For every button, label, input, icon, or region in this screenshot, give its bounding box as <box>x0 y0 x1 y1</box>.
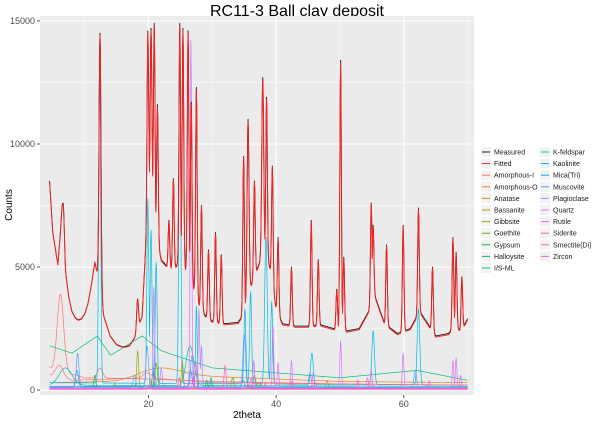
legend-label: Plagioclase <box>553 196 589 203</box>
legend-item: K-feldspar <box>540 147 586 157</box>
legend-item: Muscovite <box>540 181 585 192</box>
legend-label: Muscovite <box>553 184 585 191</box>
series-line-siderite <box>49 365 468 389</box>
legend-label: Measured <box>494 150 525 157</box>
x-tick-label: 40 <box>271 399 281 409</box>
legend-item: Amorphous-O <box>481 181 538 192</box>
y-tick-label: 10000 <box>10 139 35 149</box>
legend-label: Amorphous-I <box>494 173 534 180</box>
legend-label: Bassanite <box>494 208 525 215</box>
legend-item: Bassanite <box>481 205 525 215</box>
legend-label: Mica(Tri) <box>553 173 580 180</box>
x-tick-label: 20 <box>143 399 153 409</box>
series-line-zircon <box>49 377 468 390</box>
plot-panel <box>40 16 474 395</box>
legend-label: Halloysite <box>494 254 524 261</box>
legend-label: I/S-ML <box>494 266 515 273</box>
legend-label: Fitted <box>494 161 512 168</box>
legend-label: Kaolinite <box>553 161 580 168</box>
legend-item: Kaolinite <box>540 158 580 169</box>
legend-item: Siderite <box>540 228 577 239</box>
legend-item: Gibbsite <box>481 216 520 227</box>
series-line-fitted <box>49 25 469 348</box>
x-tick-label: 60 <box>399 399 409 409</box>
legend: Measured Fitted Amorphous-I Amorphous-O Anat… <box>481 147 592 273</box>
axes: 20 40 60 0 5000 10000 15000 <box>10 16 409 409</box>
series-layer <box>49 22 469 390</box>
series-line-i-s-ml <box>49 345 468 387</box>
x-axis-title: 2theta <box>233 410 261 421</box>
legend-item: Mica(Tri) <box>540 170 580 181</box>
legend-label: Gibbsite <box>494 219 520 226</box>
legend-label: Rutile <box>553 219 571 226</box>
legend-item: Smectite(Di) <box>540 239 592 250</box>
y-tick-label: 0 <box>30 385 35 395</box>
legend-label: Smectite(Di) <box>553 242 592 249</box>
legend-item: Halloysite <box>481 251 524 262</box>
legend-label: Siderite <box>553 231 577 238</box>
legend-item: Zircon <box>540 251 573 262</box>
y-tick-label: 15000 <box>10 16 35 26</box>
legend-label: Amorphous-O <box>494 184 538 191</box>
legend-item: Anatase <box>481 193 520 204</box>
legend-item: Measured <box>481 147 525 157</box>
chart-title: RC11-3 Ball clay deposit <box>210 3 385 20</box>
legend-item: Gypsum <box>481 239 520 250</box>
series-line-smectite-di- <box>49 365 468 386</box>
legend-item: Amorphous-I <box>481 170 534 181</box>
legend-item: Quartz <box>540 205 575 215</box>
legend-label: Goethite <box>494 231 521 238</box>
legend-label: K-feldspar <box>553 150 586 157</box>
series-line-mica-tri- <box>49 370 468 388</box>
legend-label: Quartz <box>553 208 575 215</box>
legend-label: Gypsum <box>494 242 520 249</box>
legend-item: Plagioclase <box>540 193 589 204</box>
legend-item: Goethite <box>481 228 521 239</box>
series-line-amorphous-o <box>49 367 468 384</box>
legend-label: Anatase <box>494 196 520 203</box>
legend-item: Rutile <box>540 216 571 227</box>
legend-label: Zircon <box>553 254 573 261</box>
legend-item: Fitted <box>481 158 512 169</box>
legend-item: I/S-ML <box>481 263 515 273</box>
y-tick-label: 5000 <box>15 262 35 272</box>
y-axis-title: Counts <box>4 189 15 221</box>
series-line-halloysite <box>49 335 468 381</box>
